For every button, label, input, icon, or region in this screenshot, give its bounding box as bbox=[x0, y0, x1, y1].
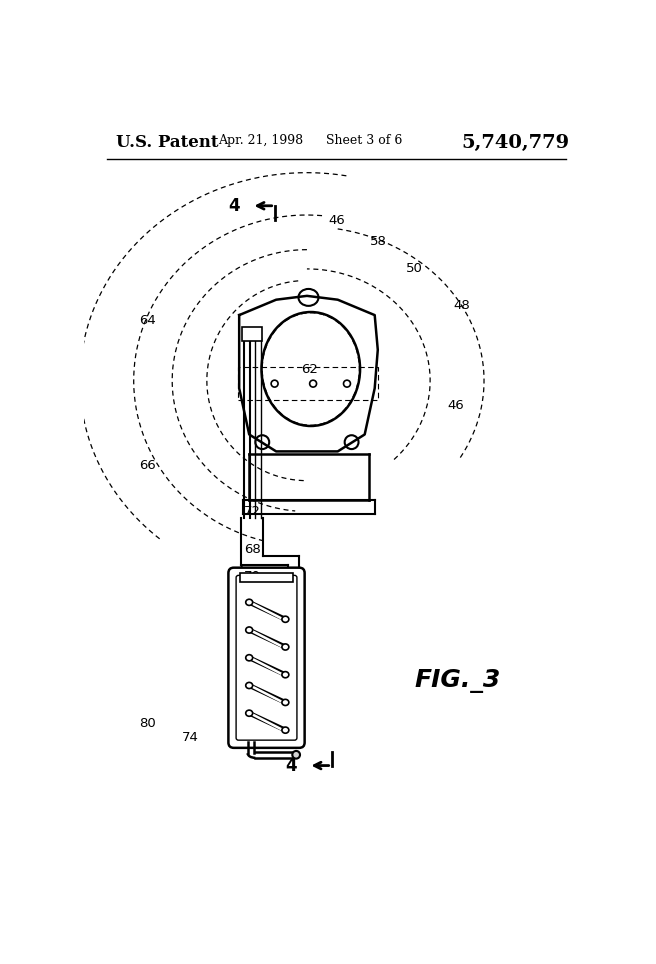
Text: 70: 70 bbox=[244, 571, 260, 583]
Ellipse shape bbox=[282, 727, 289, 734]
Ellipse shape bbox=[282, 644, 289, 650]
Bar bbox=[242, 327, 262, 340]
Text: 4: 4 bbox=[286, 757, 297, 774]
Bar bbox=[237, 367, 378, 400]
Text: 64: 64 bbox=[139, 314, 156, 327]
Ellipse shape bbox=[282, 672, 289, 678]
Ellipse shape bbox=[246, 627, 253, 633]
Text: 68: 68 bbox=[244, 544, 260, 556]
Ellipse shape bbox=[246, 655, 253, 661]
Text: Sheet 3 of 6: Sheet 3 of 6 bbox=[326, 134, 403, 147]
Ellipse shape bbox=[282, 616, 289, 623]
Text: 62: 62 bbox=[301, 362, 318, 376]
Ellipse shape bbox=[246, 710, 253, 716]
Ellipse shape bbox=[282, 699, 289, 706]
Text: U.S. Patent: U.S. Patent bbox=[116, 134, 218, 151]
Text: 46: 46 bbox=[329, 214, 345, 227]
Text: 80: 80 bbox=[139, 716, 156, 730]
Text: 46: 46 bbox=[447, 399, 464, 412]
Text: 4: 4 bbox=[229, 197, 240, 215]
Text: Apr. 21, 1998: Apr. 21, 1998 bbox=[218, 134, 304, 147]
Ellipse shape bbox=[246, 683, 253, 688]
Text: FIG._3: FIG._3 bbox=[415, 669, 501, 693]
Text: 50: 50 bbox=[405, 262, 422, 276]
Text: 72: 72 bbox=[244, 505, 261, 518]
Text: 74: 74 bbox=[182, 731, 199, 743]
Text: 66: 66 bbox=[139, 459, 156, 471]
Text: 48: 48 bbox=[453, 299, 470, 311]
Ellipse shape bbox=[246, 600, 253, 605]
Text: 5,740,779: 5,740,779 bbox=[461, 134, 569, 152]
Bar bbox=[240, 573, 293, 582]
Ellipse shape bbox=[293, 751, 300, 759]
FancyBboxPatch shape bbox=[228, 568, 304, 748]
Text: 58: 58 bbox=[370, 235, 387, 249]
